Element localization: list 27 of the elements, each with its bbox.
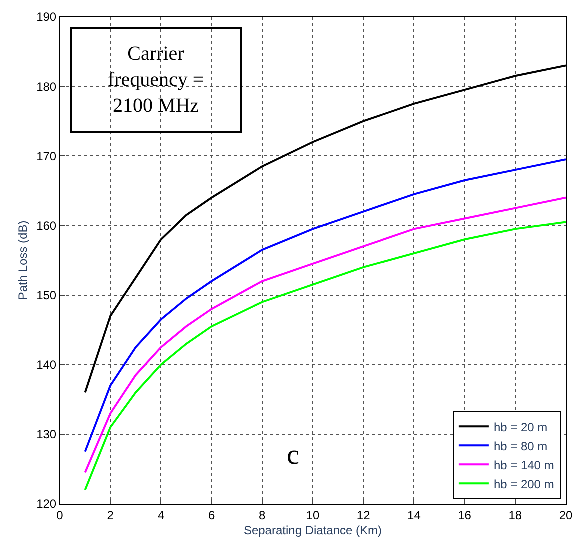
x-tick-label: 4 [158,508,165,522]
x-tick-label: 10 [306,508,320,522]
y-tick-label: 170 [36,149,57,164]
legend-label: hb = 80 m [494,439,548,454]
y-tick-label: 130 [36,428,57,442]
x-tick-label: 20 [559,508,573,522]
y-axis-title: Path Loss (dB) [16,220,30,300]
legend-label: hb = 140 m [494,458,554,472]
legend-label: hb = 20 m [494,420,548,434]
y-tick-label: 160 [36,218,57,233]
annotation: Carrier frequency = 2100 MHz [108,43,204,117]
y-tick-label: 190 [36,10,57,24]
x-tick-label: 14 [408,508,422,522]
x-tick-label: 16 [458,508,472,522]
x-tick-label: 2 [107,508,114,522]
annotation: c [287,440,300,471]
x-tick-label: 6 [208,508,216,522]
y-tick-label: 140 [36,358,57,372]
x-tick-label: 0 [56,508,64,522]
y-tick-label: 180 [36,80,57,94]
x-tick-label: 18 [508,508,522,522]
x-tick-label: 8 [259,508,266,522]
y-tick-label: 150 [36,288,57,302]
x-axis-title: Separating Diatance (Km) [244,523,382,538]
y-tick-label: 120 [36,497,57,512]
legend-label: hb = 200 m [494,477,554,492]
x-tick-label: 12 [356,508,371,522]
